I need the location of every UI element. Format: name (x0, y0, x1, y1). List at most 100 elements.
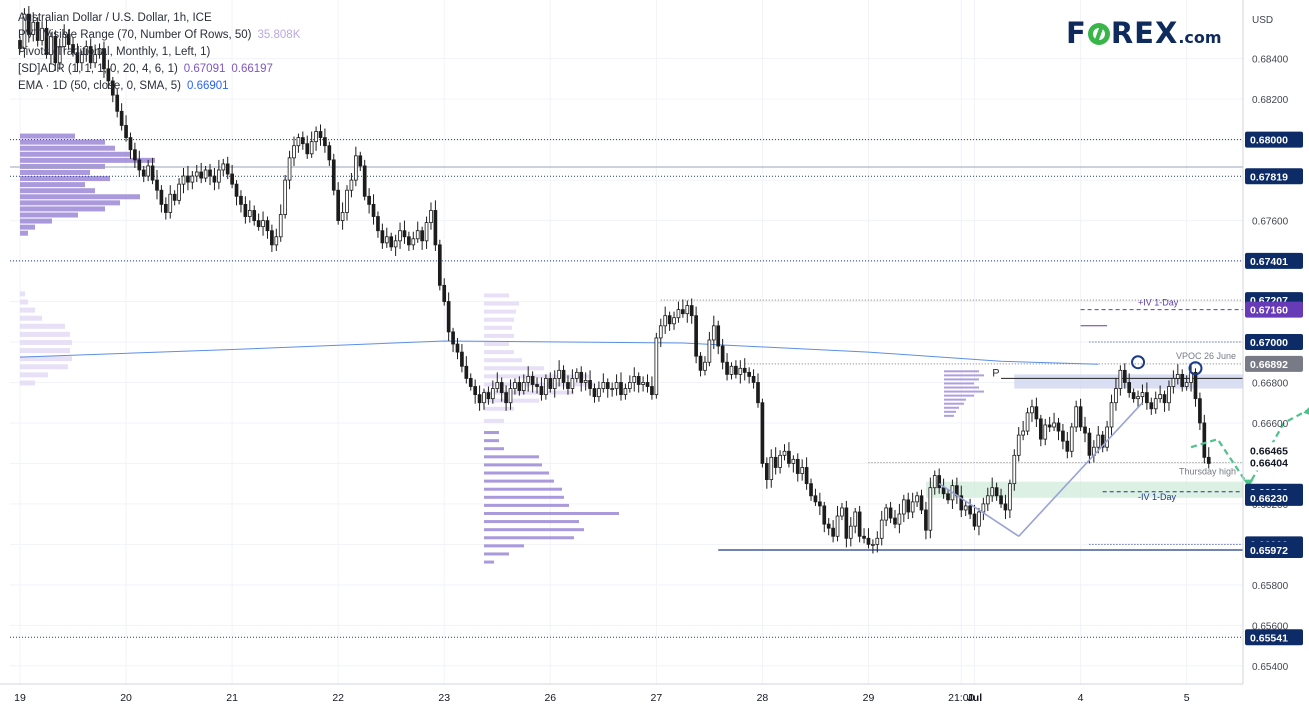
price-label-tag: 0.66404 (1245, 454, 1303, 471)
candle-body (75, 52, 80, 64)
adr-legend-row[interactable]: [SD]ADR (1, 1, 1, 0, 20, 4, 6, 1) 0.67091… (18, 61, 300, 78)
candle-body (932, 475, 937, 489)
candle-body (667, 315, 672, 325)
candle-body (225, 163, 230, 175)
pivots-legend-row[interactable]: Pivots (Traditional, Monthly, 1, Left, 1… (18, 44, 300, 61)
pvt-label: PVT Visible Range (70, Number Of Rows, 5… (18, 29, 252, 41)
candle-body (345, 189, 349, 213)
candle-body (809, 483, 813, 497)
candle-body (963, 505, 968, 511)
vpoc-label: VPOC 26 June (1176, 351, 1236, 361)
candle-body (782, 450, 787, 456)
volume-profile-bar (944, 406, 959, 409)
candle-body (570, 378, 575, 389)
candle-body (959, 495, 964, 511)
candle-body (133, 149, 137, 161)
iv-down-label: -IV 1-Day (1138, 492, 1177, 502)
volume-profile-bar (484, 528, 584, 532)
candle-body (499, 382, 504, 393)
volume-profile-bar (484, 479, 554, 483)
volume-profile-bar-light (484, 418, 504, 423)
candle-body (804, 467, 809, 485)
candle-body (645, 382, 650, 387)
candle-body (605, 382, 610, 389)
candle-body (831, 527, 835, 537)
pvt-value: 35.808K (257, 29, 301, 41)
candle-body (614, 382, 619, 389)
candle-body (477, 394, 482, 404)
pvt-legend-row[interactable]: PVT Visible Range (70, Number Of Rows, 5… (18, 27, 300, 44)
time-axis-tick: 21:00 (948, 692, 974, 704)
candle-body (1198, 398, 1202, 424)
candle-body (1016, 434, 1021, 456)
candle-body (389, 236, 394, 248)
candle-body (676, 309, 681, 319)
price-label-tag: 0.65541 (1245, 629, 1303, 646)
price-axis-tick: 0.67600 (1252, 217, 1289, 228)
candle-body (866, 537, 871, 545)
trendline (1018, 402, 1144, 537)
candle-body (168, 193, 173, 213)
candle-body (813, 495, 818, 503)
candle-body (137, 159, 142, 171)
volume-profile-bar (20, 182, 85, 188)
candle-body (287, 157, 292, 181)
volume-profile-bar-light (484, 317, 514, 322)
candle-body (778, 454, 782, 468)
candle-body (601, 382, 606, 389)
volume-profile-bar-light (484, 374, 589, 379)
candle-body (491, 388, 495, 400)
price-label-text: 0.66892 (1250, 359, 1288, 371)
volume-profile-bar (484, 552, 509, 556)
candle-body (270, 230, 274, 246)
candle-body (888, 507, 893, 519)
price-axis-tick: 0.66800 (1252, 378, 1289, 389)
candle-body (97, 48, 102, 56)
volume-profile-bar (20, 157, 155, 163)
ema-label: EMA · 1D (50, close, 0, SMA, 5) (18, 80, 181, 92)
candle-body (1162, 394, 1167, 404)
candle-body (212, 175, 217, 183)
ema-legend-row[interactable]: EMA · 1D (50, close, 0, SMA, 5) 0.66901 (18, 78, 300, 95)
price-label-bg (1245, 629, 1303, 646)
volume-profile-bar-light (20, 299, 28, 305)
candle-body (398, 230, 402, 242)
candle-body (636, 376, 641, 385)
candle-body (354, 155, 358, 181)
candle-body (517, 382, 522, 391)
candle-body (985, 495, 990, 505)
candle-body (323, 137, 327, 147)
candle-body (1003, 503, 1008, 511)
candle-body (1012, 454, 1017, 485)
volume-profile-bar-light (20, 323, 65, 329)
candle-body (327, 145, 332, 161)
candle-body (1008, 483, 1012, 511)
candle-body (552, 378, 557, 389)
candle-body (1127, 382, 1132, 393)
symbol-title[interactable]: Australian Dollar / U.S. Dollar, 1h, ICE (18, 10, 300, 27)
volume-profile-bar-light (20, 372, 48, 378)
candle-body (1131, 392, 1136, 400)
time-axis-tick: 23 (438, 692, 450, 704)
time-axis-tick: 29 (863, 692, 875, 704)
candle-body (1136, 396, 1140, 400)
candle-body (747, 371, 751, 377)
candle-body (972, 513, 977, 527)
candle-body (446, 301, 451, 333)
volume-profile-bar (20, 194, 140, 200)
volume-profile-bar-light (484, 390, 574, 395)
volume-profile-bar-light (20, 364, 68, 370)
candle-body (367, 195, 371, 205)
candle-body (190, 175, 195, 183)
candle-body (407, 236, 411, 246)
price-label-text: 0.66404 (1250, 458, 1288, 470)
candle-body (879, 519, 884, 539)
candle-body (62, 34, 67, 47)
volume-profile-bar (20, 188, 95, 194)
candle-body (530, 376, 535, 385)
candle-body (513, 382, 517, 389)
candle-body (1083, 426, 1087, 434)
candle-body (1109, 402, 1114, 428)
